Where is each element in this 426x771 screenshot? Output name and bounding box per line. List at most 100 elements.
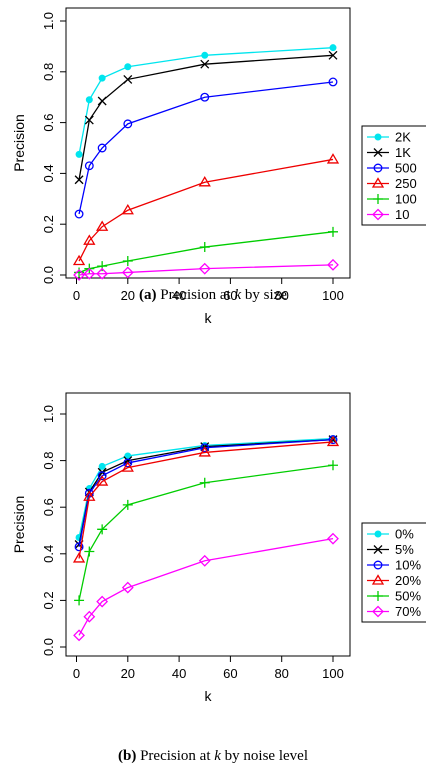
- chart-b-data-point: [122, 499, 133, 510]
- chart-b-data-point: [328, 460, 338, 471]
- chart-b-x-tick-label: 80: [274, 666, 288, 681]
- chart-b-y-axis-label: Precision: [11, 496, 27, 554]
- chart-a-data-point: [123, 74, 133, 84]
- caption-a-post: by size: [241, 287, 287, 303]
- chart-a-data-point: [83, 267, 96, 280]
- chart-a-data-point: [199, 242, 210, 253]
- chart-a-x-axis-label: k: [205, 310, 213, 326]
- chart-b-data-point: [199, 477, 210, 488]
- chart-a-y-tick-label: 0.0: [41, 266, 56, 284]
- chart-a-data-point: [198, 176, 211, 187]
- chart-b-data-point: [121, 581, 134, 594]
- chart-b-data-point: [97, 471, 107, 481]
- caption-b: (b) Precision at k by noise level: [0, 748, 426, 765]
- chart-a-data-point: [201, 51, 209, 59]
- chart-a-data-point: [74, 209, 84, 219]
- chart-b-series-line: [78, 438, 334, 547]
- chart-a-data-point: [98, 74, 106, 82]
- chart-b-series-4: [72, 435, 340, 563]
- chart-b-legend-box: [361, 522, 426, 623]
- chart-b-data-point: [74, 595, 85, 606]
- chart-a-plot-frame: [65, 7, 351, 279]
- chart-b-legend: 0%5%10%20%50%70%: [361, 522, 426, 623]
- chart-a-series-line: [78, 54, 334, 180]
- chart-b-legend-marker: [373, 545, 383, 554]
- chart-b-data-point: [96, 595, 109, 608]
- chart-a-x-tick-label: 100: [322, 288, 344, 303]
- chart-b-data-point: [200, 443, 210, 453]
- chart-b-data-point: [96, 475, 109, 486]
- chart-b-plot-frame: [65, 392, 351, 657]
- chart-b-data-point: [83, 490, 96, 501]
- chart-b-legend-marker: [372, 605, 384, 618]
- chart-b-x-axis-label: k: [205, 688, 213, 704]
- chart-a-legend-marker: [373, 148, 383, 157]
- chart-a-legend-marker: [373, 194, 383, 204]
- chart-b-x-tick-label: 0: [73, 666, 80, 681]
- chart-b-legend-marker: [374, 530, 382, 538]
- chart-a-data-point: [83, 234, 96, 245]
- chart-a-series-5: [74, 226, 338, 278]
- caption-b-post: by noise level: [220, 748, 308, 764]
- chart-b-data-point: [72, 552, 86, 563]
- chart-b-y-tick-label: 0.0: [41, 638, 56, 656]
- caption-b-label: (b): [118, 748, 137, 764]
- chart-a-legend-label: 100: [395, 192, 417, 207]
- chart-a-data-point: [329, 44, 337, 52]
- chart-b-legend-label: 0%: [395, 527, 414, 542]
- chart-a-data-point: [123, 119, 133, 129]
- chart-b-y-tick-label: 0.8: [41, 452, 56, 470]
- chart-a-legend-label: 250: [395, 176, 417, 191]
- chart-b-data-point: [73, 629, 85, 642]
- chart-a-legend-box: [361, 125, 426, 226]
- chart-a-data-point: [97, 96, 107, 106]
- chart-a-data-point: [200, 59, 210, 69]
- chart-b-data-point: [121, 461, 134, 472]
- chart-b-y-tick-label: 1.0: [41, 405, 56, 423]
- chart-a-y-tick-label: 0.8: [41, 63, 56, 81]
- chart-a-legend-label: 10: [395, 207, 409, 222]
- chart-a-x-tick-label: 40: [172, 288, 186, 303]
- chart-b-x-tick-label: 20: [121, 666, 135, 681]
- chart-b-series-3: [74, 435, 338, 552]
- caption-a-var: k: [234, 287, 242, 303]
- chart-b-legend-marker: [373, 560, 383, 570]
- chart-a-series-1: [75, 44, 337, 158]
- caption-b-var: k: [214, 748, 221, 764]
- chart-a-series-line: [78, 47, 334, 155]
- chart-a-data-point: [122, 256, 133, 267]
- chart-a-y-tick-label: 1.0: [41, 12, 56, 30]
- chart-a-x-tick-label: 60: [223, 288, 237, 303]
- chart-a-series-line: [78, 81, 334, 215]
- chart-a-data-point: [97, 143, 107, 153]
- chart-a-legend-marker: [372, 208, 384, 221]
- chart-a-data-point: [84, 161, 94, 171]
- chart-a-data-point: [328, 226, 338, 237]
- chart-b-y-tick-label: 0.2: [41, 591, 56, 609]
- chart-a-data-point: [121, 266, 134, 279]
- chart-a-data-point: [326, 153, 340, 164]
- chart-a-y-tick-label: 0.6: [41, 114, 56, 132]
- caption-a-pre: Precision at: [156, 287, 235, 303]
- chart-b-data-point: [326, 435, 340, 447]
- chart-a-x-tick-label: 0: [73, 288, 80, 303]
- chart-b-legend-label: 5%: [395, 542, 414, 557]
- chart-b-series-line: [78, 538, 334, 636]
- chart-b-series-line: [78, 464, 334, 601]
- chart-a-series-4: [72, 153, 340, 266]
- chart-b-data-point: [198, 446, 211, 457]
- chart-b-y-tick-label: 0.4: [41, 545, 56, 563]
- chart-b-y-tick-label: 0.6: [41, 498, 56, 516]
- chart-a-y-tick-label: 0.2: [41, 215, 56, 233]
- caption-a: (a) Precision at k by size: [0, 287, 426, 304]
- chart-a-legend-label: 1K: [395, 145, 411, 160]
- chart-b-legend-label: 20%: [395, 573, 421, 588]
- chart-a-data-point: [96, 267, 109, 280]
- chart-a-data-point: [121, 203, 134, 215]
- chart-a-data-point: [328, 77, 338, 87]
- chart-a-series-2: [74, 50, 338, 185]
- chart-a-series-line: [78, 264, 334, 276]
- chart-a-data-point: [96, 220, 109, 231]
- chart-a-y-axis-label: Precision: [11, 114, 27, 172]
